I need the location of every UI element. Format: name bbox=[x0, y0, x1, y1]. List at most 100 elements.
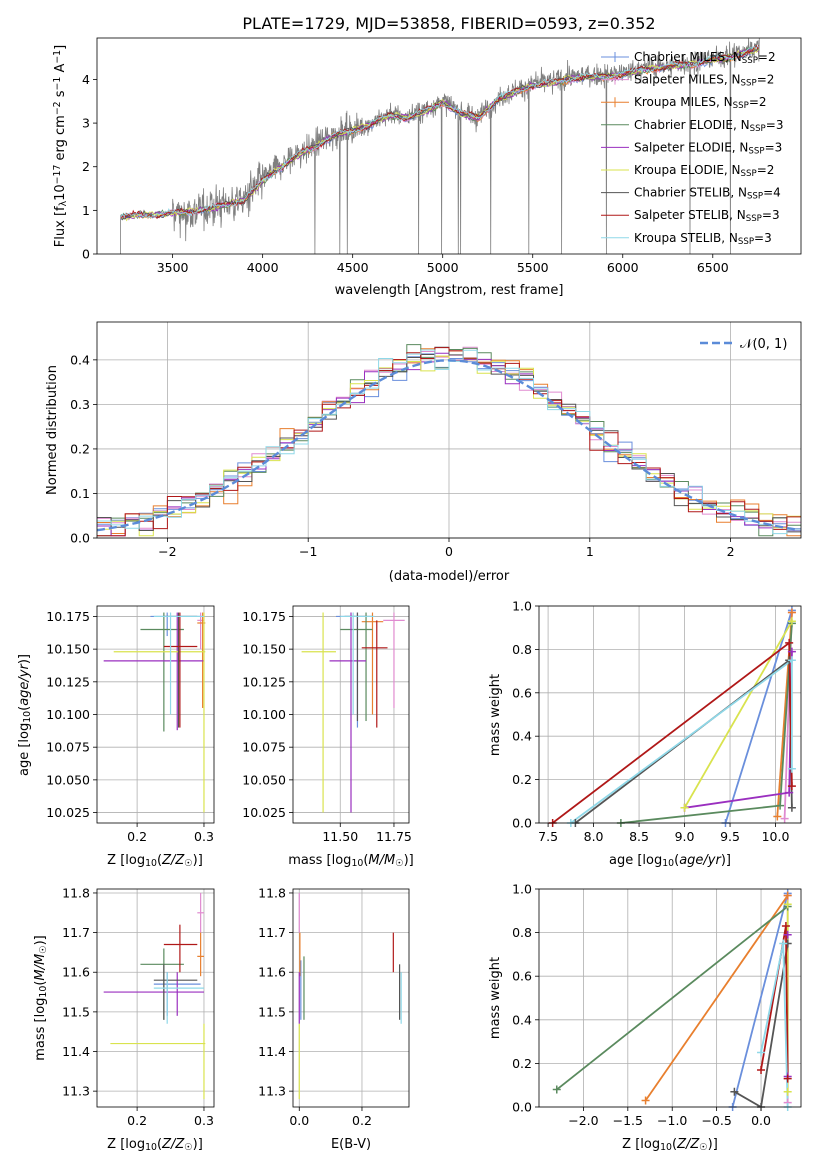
series-marker-salpeter_elodie bbox=[785, 788, 794, 797]
y-tick-label: 11.6 bbox=[258, 965, 286, 980]
series-line-chabrier_elodie bbox=[556, 905, 789, 1091]
legend-label-kroupa_miles: Kroupa MILES, NSSP=2 bbox=[634, 95, 767, 111]
axes-frame bbox=[538, 605, 802, 824]
x-tick-label: −2 bbox=[158, 544, 176, 559]
y-tick-label: 0.3 bbox=[70, 397, 90, 412]
series-marker-kroupa_stelib bbox=[787, 764, 796, 773]
x-axis-label: (data-model)/error bbox=[389, 569, 510, 584]
y-tick-label: 11.3 bbox=[62, 1084, 90, 1099]
x-tick-label: 0.2 bbox=[127, 1113, 147, 1128]
y-tick-label: 0.4 bbox=[70, 352, 90, 367]
y-axis-label: Flux [fλ10−17 erg cm−2 s−1 A−1] bbox=[52, 45, 69, 247]
series-line-chabrier_miles bbox=[731, 893, 789, 1107]
plot-area bbox=[103, 892, 206, 1100]
normal-curve bbox=[97, 359, 799, 532]
x-tick-label: 1 bbox=[586, 544, 594, 559]
plot-area bbox=[97, 344, 801, 537]
series-marker-kroupa_elodie bbox=[680, 803, 689, 812]
y-tick-label: 11.5 bbox=[258, 1004, 286, 1019]
series-marker-chabrier_elodie bbox=[776, 801, 785, 810]
y-tick-label: 0.0 bbox=[512, 1100, 532, 1115]
panel-mass_vs_EBV: 0.0 0.2 11.3 11.4 11.5 11.6 11.7 11.8 E(B-V) bbox=[258, 885, 410, 1152]
y-tick-label: 11.4 bbox=[62, 1044, 90, 1059]
y-tick-label: 0.2 bbox=[70, 441, 90, 456]
series-marker-salpeter_stelib bbox=[783, 1074, 792, 1083]
series-marker-kroupa_elodie bbox=[787, 617, 796, 626]
y-tick-label: 10.075 bbox=[46, 740, 90, 755]
y-tick-label: 11.4 bbox=[258, 1044, 286, 1059]
series-marker-kroupa_elodie bbox=[783, 1087, 792, 1096]
y-tick-label: 0.0 bbox=[70, 531, 90, 546]
y-tick-label: 11.8 bbox=[258, 885, 286, 900]
plot-area bbox=[552, 610, 793, 823]
series-marker-chabrier_elodie bbox=[552, 1085, 561, 1094]
legend-label-chabrier_miles: Chabrier MILES, NSSP=2 bbox=[634, 50, 776, 66]
plot-area bbox=[556, 893, 789, 1107]
plot-area bbox=[103, 612, 206, 813]
axes-frame bbox=[292, 888, 410, 1108]
series-marker-kroupa_stelib bbox=[779, 939, 788, 948]
x-tick-label: 5000 bbox=[427, 260, 459, 275]
series-line-kroupa_stelib bbox=[570, 658, 793, 823]
axes-frame bbox=[96, 888, 215, 1108]
model-spectrum-kroupa_stelib bbox=[120, 46, 759, 218]
y-tick-label: 0.8 bbox=[512, 925, 532, 940]
y-tick-label: 1.0 bbox=[512, 599, 532, 614]
x-tick-label: 0.0 bbox=[751, 1113, 771, 1128]
series-marker-salpeter_miles bbox=[780, 814, 789, 823]
axes-frame bbox=[96, 605, 215, 824]
series-marker-kroupa_stelib bbox=[787, 656, 796, 665]
y-tick-label: 10.175 bbox=[242, 609, 286, 624]
axes-frame bbox=[96, 37, 802, 255]
x-axis-label: Z [log10(Z/Z☉)] bbox=[107, 1137, 203, 1153]
y-axis-label: mass [log10(M/M☉)] bbox=[33, 935, 49, 1061]
y-tick-label: 11.6 bbox=[62, 965, 90, 980]
x-tick-label: 4500 bbox=[337, 260, 369, 275]
y-tick-label: 11.7 bbox=[62, 925, 90, 940]
y-tick-label: 10.075 bbox=[242, 740, 286, 755]
x-tick-label: 8.0 bbox=[584, 829, 604, 844]
x-tick-label: −1.0 bbox=[657, 1113, 687, 1128]
panel-age_vs_mass: 11.50 11.75 10.025 10.050 10.075 10.100 10.125… bbox=[242, 605, 414, 869]
y-tick-label: 0.1 bbox=[70, 486, 90, 501]
x-tick-label: 3500 bbox=[157, 260, 189, 275]
panel-massweight_vs_age: 7.5 8.0 8.5 9.0 9.5 10.0 0.0 0.2 0.4 0.6 0.8 1.0 age… bbox=[488, 599, 802, 869]
x-tick-label: 8.5 bbox=[629, 829, 649, 844]
y-tick-label: 0 bbox=[82, 247, 90, 262]
legend-label-normal: 𝒩(0, 1) bbox=[740, 337, 787, 352]
x-tick-label: 6500 bbox=[697, 260, 729, 275]
x-tick-label: 0.2 bbox=[352, 1113, 372, 1128]
x-tick-label: 0.3 bbox=[194, 1113, 214, 1128]
y-axis-label: age [log10(age/yr)] bbox=[17, 654, 33, 776]
x-tick-label: 9.5 bbox=[720, 829, 740, 844]
legend-label-salpeter_stelib: Salpeter STELIB, NSSP=3 bbox=[634, 208, 780, 224]
panel-massweight_vs_Z: −2.0 −1.5 −1.0 −0.5 0.0 0.0 0.2 0.4 0.6 0.8 1.0 Z [… bbox=[488, 882, 802, 1153]
y-tick-label: 0.2 bbox=[512, 1056, 532, 1071]
x-tick-label: 7.5 bbox=[538, 829, 558, 844]
y-tick-label: 0.4 bbox=[512, 729, 532, 744]
model-spectrum-salpeter_stelib bbox=[120, 44, 760, 220]
x-axis-label: wavelength [Angstrom, rest frame] bbox=[335, 283, 564, 298]
x-tick-label: 4000 bbox=[247, 260, 279, 275]
plot-area bbox=[301, 612, 405, 813]
x-axis-label: mass [log10(M/M☉)] bbox=[288, 853, 414, 869]
x-axis-label: E(B-V) bbox=[331, 1137, 371, 1152]
y-tick-label: 11.7 bbox=[258, 925, 286, 940]
series-marker-salpeter_stelib bbox=[757, 1065, 766, 1074]
panel-age_vs_Z: 0.2 0.3 10.025 10.050 10.075 10.100 10.125 10.1… bbox=[17, 605, 215, 869]
x-tick-label: 11.50 bbox=[322, 829, 358, 844]
axes-frame bbox=[292, 605, 410, 824]
x-tick-label: 0.3 bbox=[194, 829, 214, 844]
series-marker-kroupa_miles bbox=[773, 812, 782, 821]
y-tick-label: 10.175 bbox=[46, 609, 90, 624]
series-marker-kroupa_miles bbox=[783, 891, 792, 900]
plot-area bbox=[298, 892, 402, 1100]
plot-area bbox=[120, 38, 760, 254]
y-tick-label: 0.6 bbox=[512, 969, 532, 984]
y-tick-label: 10.025 bbox=[242, 805, 286, 820]
x-tick-label: −0.5 bbox=[701, 1113, 731, 1128]
series-line-salpeter_stelib bbox=[552, 641, 793, 823]
x-axis-label: age [log10(age/yr)] bbox=[609, 853, 731, 869]
series-line-chabrier_stelib bbox=[733, 943, 789, 1107]
y-tick-label: 1.0 bbox=[512, 882, 532, 897]
